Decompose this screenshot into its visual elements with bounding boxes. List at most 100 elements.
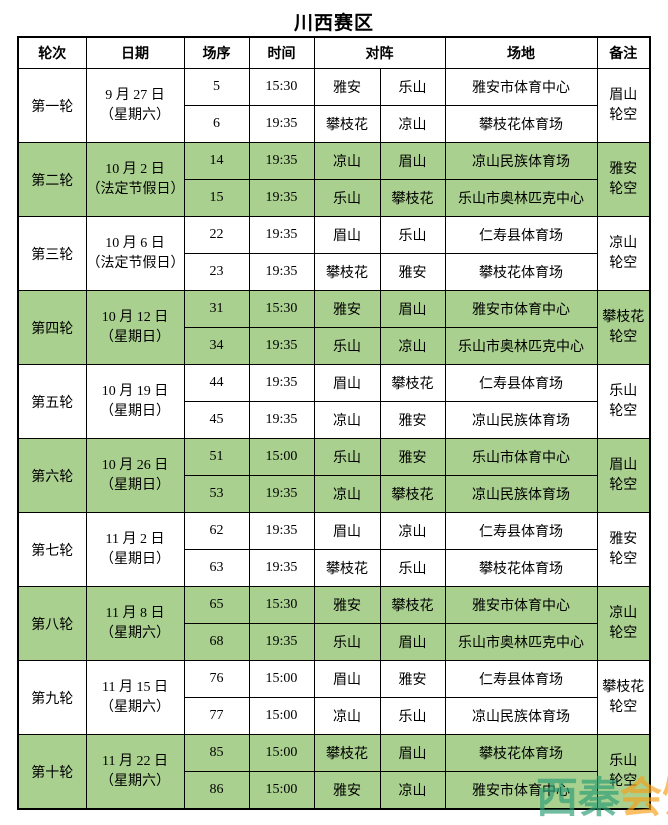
venue-cell: 雅安市体育中心 <box>444 586 598 624</box>
home-team-cell: 眉山 <box>313 364 381 402</box>
round-cell: 第三轮 <box>17 216 87 291</box>
bye-suffix: 轮空 <box>609 181 638 197</box>
round-cell: 第七轮 <box>17 512 87 587</box>
time-cell: 15:30 <box>248 586 315 624</box>
venue-cell: 攀枝花体育场 <box>444 549 598 587</box>
time-cell: 15:30 <box>248 68 315 106</box>
bye-team: 攀枝花 <box>602 309 645 325</box>
bye-team: 攀枝花 <box>602 679 645 695</box>
table-row: 第六轮 10 月 26 日 （星期日） 51 15:00 乐山 雅安 乐山市体育… <box>17 438 651 513</box>
table-row: 77 15:00 凉山 乐山 凉山民族体育场 <box>18 697 650 735</box>
date-line1: 11 月 15 日 <box>102 679 168 695</box>
match-no-cell: 44 <box>183 364 250 402</box>
round-cell: 第六轮 <box>17 438 87 513</box>
round-block: 第十轮 11 月 22 日 （星期六） 85 15:00 攀枝花 眉山 攀枝花体… <box>17 734 651 810</box>
away-team-cell: 眉山 <box>379 623 446 661</box>
table-row: 第四轮 10 月 12 日 （星期日） 31 15:30 雅安 眉山 雅安市体育… <box>17 290 651 365</box>
bye-suffix: 轮空 <box>609 625 638 641</box>
match-no-cell: 51 <box>183 438 250 476</box>
away-team-cell: 攀枝花 <box>379 586 446 624</box>
date-cell: 10 月 19 日 （星期日） <box>85 364 185 439</box>
home-team-cell: 攀枝花 <box>313 734 381 772</box>
date-cell: 11 月 2 日 （星期日） <box>85 512 185 587</box>
venue-cell: 乐山市奥林匹克中心 <box>444 327 598 365</box>
match-no-cell: 14 <box>183 142 250 180</box>
venue-cell: 凉山民族体育场 <box>444 401 598 439</box>
time-cell: 19:35 <box>248 475 315 513</box>
away-team-cell: 凉山 <box>379 105 446 143</box>
round-block: 第三轮 10 月 6 日 （法定节假日） 22 19:35 眉山 乐山 仁寿县体… <box>17 216 651 291</box>
time-cell: 19:35 <box>248 549 315 587</box>
date-line1: 9 月 27 日 <box>105 87 165 103</box>
time-cell: 19:35 <box>248 401 315 439</box>
venue-cell: 凉山民族体育场 <box>444 697 598 735</box>
bye-team: 眉山 <box>609 457 638 473</box>
home-team-cell: 眉山 <box>313 660 381 698</box>
time-cell: 15:00 <box>248 438 315 476</box>
round-block: 第八轮 11 月 8 日 （星期六） 65 15:30 雅安 攀枝花 雅安市体育… <box>17 586 651 661</box>
away-team-cell: 雅安 <box>379 438 446 476</box>
venue-cell: 凉山民族体育场 <box>444 475 598 513</box>
round-block: 第五轮 10 月 19 日 （星期日） 44 19:35 眉山 攀枝花 仁寿县体… <box>17 364 651 439</box>
venue-cell: 攀枝花体育场 <box>444 105 598 143</box>
date-line1: 11 月 8 日 <box>105 605 165 621</box>
date-line2: （星期日） <box>100 551 170 567</box>
date-cell: 11 月 8 日 （星期六） <box>85 586 185 661</box>
away-team-cell: 眉山 <box>379 734 446 772</box>
home-team-cell: 雅安 <box>313 586 381 624</box>
bye-team: 眉山 <box>609 87 638 103</box>
bye-suffix: 轮空 <box>609 773 638 789</box>
home-team-cell: 乐山 <box>313 438 381 476</box>
home-team-cell: 攀枝花 <box>313 105 381 143</box>
bye-suffix: 轮空 <box>609 699 638 715</box>
date-cell: 11 月 22 日 （星期六） <box>85 734 185 810</box>
match-no-cell: 68 <box>183 623 250 661</box>
round-cell: 第十轮 <box>17 734 87 810</box>
venue-cell: 雅安市体育中心 <box>444 771 598 810</box>
date-cell: 11 月 15 日 （星期六） <box>85 660 185 735</box>
venue-cell: 仁寿县体育场 <box>444 216 598 254</box>
home-team-cell: 乐山 <box>313 623 381 661</box>
date-line1: 11 月 2 日 <box>105 531 165 547</box>
away-team-cell: 雅安 <box>379 660 446 698</box>
table-row: 68 19:35 乐山 眉山 乐山市奥林匹克中心 <box>18 623 650 661</box>
time-cell: 19:35 <box>248 364 315 402</box>
round-cell: 第八轮 <box>17 586 87 661</box>
date-line2: （星期六） <box>100 107 170 123</box>
time-cell: 15:00 <box>248 734 315 772</box>
away-team-cell: 雅安 <box>379 253 446 291</box>
home-team-cell: 攀枝花 <box>313 253 381 291</box>
home-team-cell: 眉山 <box>313 216 381 254</box>
bye-note-cell: 雅安 轮空 <box>596 512 651 587</box>
date-line1: 10 月 19 日 <box>101 383 169 399</box>
home-team-cell: 雅安 <box>313 771 381 810</box>
date-line1: 10 月 2 日 <box>105 161 165 177</box>
table-row: 15 19:35 乐山 攀枝花 乐山市奥林匹克中心 <box>18 179 650 217</box>
table-row: 53 19:35 凉山 攀枝花 凉山民族体育场 <box>18 475 650 513</box>
match-no-cell: 62 <box>183 512 250 550</box>
bye-suffix: 轮空 <box>609 107 638 123</box>
time-cell: 19:35 <box>248 142 315 180</box>
away-team-cell: 乐山 <box>379 216 446 254</box>
round-cell: 第五轮 <box>17 364 87 439</box>
away-team-cell: 眉山 <box>379 290 446 328</box>
time-cell: 19:35 <box>248 105 315 143</box>
home-team-cell: 凉山 <box>313 475 381 513</box>
match-no-cell: 65 <box>183 586 250 624</box>
venue-cell: 仁寿县体育场 <box>444 660 598 698</box>
bye-team: 雅安 <box>609 531 638 547</box>
match-no-cell: 23 <box>183 253 250 291</box>
time-cell: 15:00 <box>248 771 315 810</box>
bye-note-cell: 雅安 轮空 <box>596 142 651 217</box>
venue-cell: 仁寿县体育场 <box>444 512 598 550</box>
away-team-cell: 乐山 <box>379 68 446 106</box>
match-no-cell: 77 <box>183 697 250 735</box>
bye-team: 乐山 <box>609 383 638 399</box>
date-line2: （法定节假日） <box>86 255 184 271</box>
venue-cell: 攀枝花体育场 <box>444 734 598 772</box>
venue-cell: 雅安市体育中心 <box>444 68 598 106</box>
bye-note-cell: 凉山 轮空 <box>596 586 651 661</box>
bye-suffix: 轮空 <box>609 477 638 493</box>
bye-note-cell: 乐山 轮空 <box>596 364 651 439</box>
time-cell: 15:30 <box>248 290 315 328</box>
